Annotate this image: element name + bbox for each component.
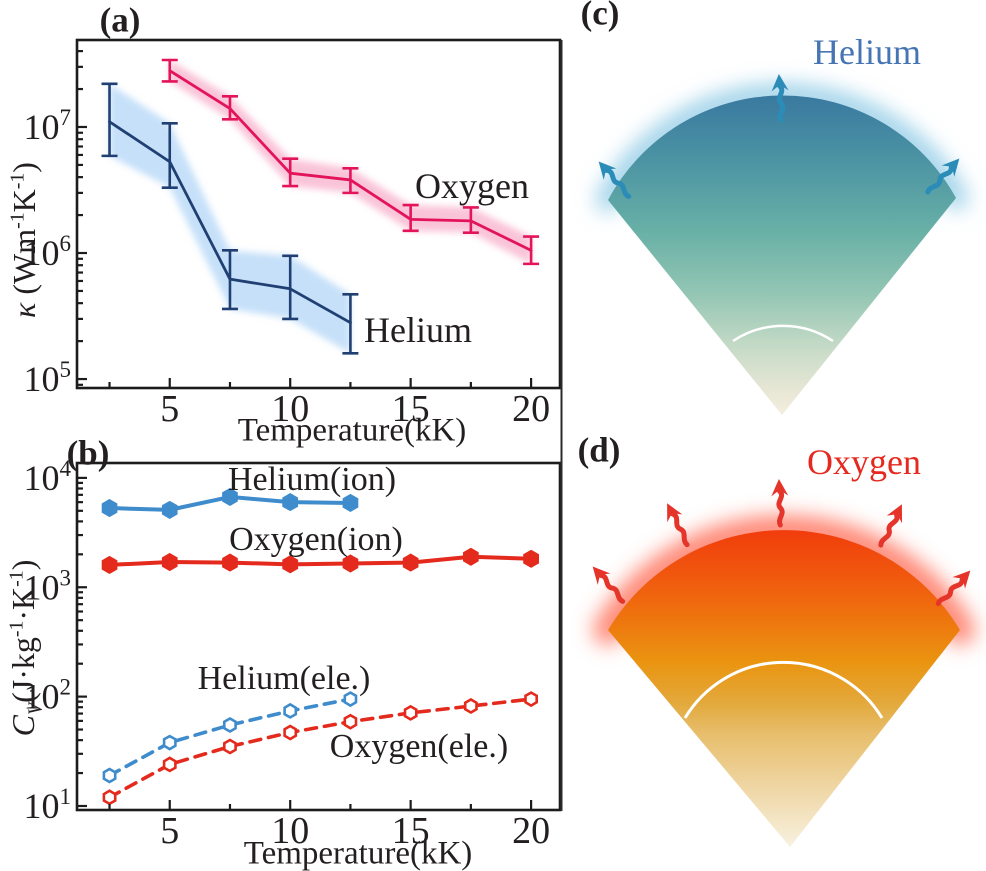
- line-helium: [108, 120, 352, 325]
- chart-a: 5 10 15 20 105 106 107: [24, 38, 562, 430]
- panel-b-label: (b): [66, 433, 110, 473]
- svg-text:20: 20: [512, 388, 550, 430]
- axes-box-a: [75, 38, 562, 390]
- svg-text:103: 103: [24, 565, 72, 607]
- series-label-helium-kappa: Helium: [364, 310, 472, 350]
- chart-b-yaxis-label: CV(J·kg-1·K-1): [5, 559, 47, 737]
- fan-d: [592, 479, 975, 847]
- heat-arrow-icon: [925, 158, 960, 195]
- fan-body-c: [608, 95, 956, 415]
- tick-labels-b: 5 10 15 20 101 102 103 104: [24, 456, 551, 852]
- svg-text:5: 5: [160, 810, 179, 852]
- fan-title-helium: Helium: [813, 32, 921, 72]
- fan-title-oxygen: Oxygen: [807, 442, 921, 482]
- line-oxygen: [168, 69, 533, 252]
- heat-arrow-icon: [771, 479, 789, 528]
- ticks-b: [77, 476, 533, 810]
- series-label-helium-ion: Helium(ion): [227, 461, 397, 498]
- series-label-helium-ele: Helium(ele.): [197, 660, 371, 697]
- fan-body-d: [608, 530, 960, 847]
- svg-text:101: 101: [24, 784, 72, 826]
- svg-text:106: 106: [24, 231, 72, 273]
- heat-arrow-icon: [592, 566, 626, 604]
- fan-inner-arc-d: [683, 660, 884, 719]
- line-oxygenele: [107, 697, 533, 800]
- series-label-oxygen-ele: Oxygen(ele.): [329, 728, 509, 765]
- heat-arrow-icon: [935, 570, 971, 606]
- tick-labels-a: 5 10 15 20 105 106 107: [24, 105, 551, 430]
- panel-c-label: (c): [580, 0, 620, 33]
- band-helium: [109, 83, 351, 354]
- heat-arrow-icon: [598, 161, 632, 199]
- heat-arrow-icon: [771, 74, 789, 123]
- chart-b: 5 10 15 20 101 102 103 104: [24, 456, 562, 852]
- fan-inner-arc-c: [732, 324, 834, 343]
- markers-heliumele: [102, 691, 358, 784]
- panel-a-label: (a): [99, 0, 141, 40]
- ticks-a: [77, 50, 533, 388]
- series-label-oxygen-kappa: Oxygen: [415, 166, 529, 206]
- svg-text:15: 15: [392, 810, 430, 852]
- line-heliumele: [107, 697, 353, 778]
- line-oxygenion: [107, 554, 534, 567]
- heat-arrow-icon: [878, 504, 903, 548]
- markers-oxygenion: [101, 547, 539, 574]
- svg-text:15: 15: [392, 388, 430, 430]
- svg-text:20: 20: [512, 810, 550, 852]
- series-label-oxygen-ion: Oxygen(ion): [229, 521, 403, 558]
- fan-c: [596, 74, 968, 415]
- markers-heliumion: [101, 487, 359, 519]
- svg-text:5: 5: [160, 388, 179, 430]
- chart-b-xaxis-label: Temperature(kK): [243, 835, 473, 871]
- heat-arrow-icon: [667, 503, 690, 548]
- markers-oxygenele: [102, 691, 539, 806]
- panel-d-label: (d): [577, 430, 621, 470]
- svg-text:10: 10: [271, 810, 309, 852]
- band-oxygen: [169, 60, 532, 264]
- svg-text:105: 105: [24, 357, 72, 399]
- axes-box-b: [75, 461, 562, 812]
- svg-text:10: 10: [271, 388, 309, 430]
- chart-a-xaxis-label: Temperature(kK): [237, 412, 467, 449]
- chart-a-yaxis-label: κ (Wm-1K-1): [6, 162, 42, 318]
- svg-text:104: 104: [24, 456, 72, 498]
- svg-text:102: 102: [24, 675, 72, 717]
- svg-text:107: 107: [24, 105, 72, 147]
